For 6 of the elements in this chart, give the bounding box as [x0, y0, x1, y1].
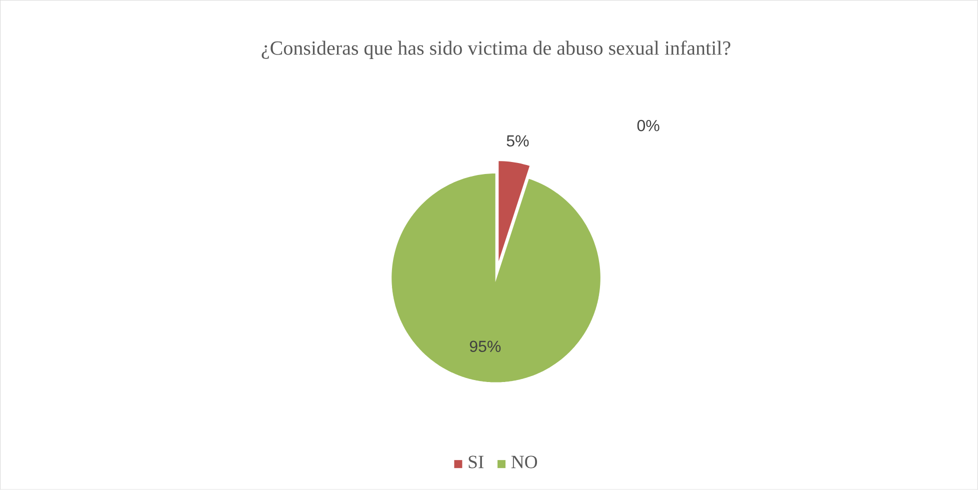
data-label: 5%	[506, 135, 529, 147]
legend-label: SI	[468, 456, 484, 468]
chart-title: ¿Consideras que has sido victima de abuso sexual infantil?	[262, 40, 730, 60]
legend-label: NO	[511, 456, 538, 468]
data-label: 95%	[470, 340, 501, 352]
text: 0%	[637, 120, 660, 132]
